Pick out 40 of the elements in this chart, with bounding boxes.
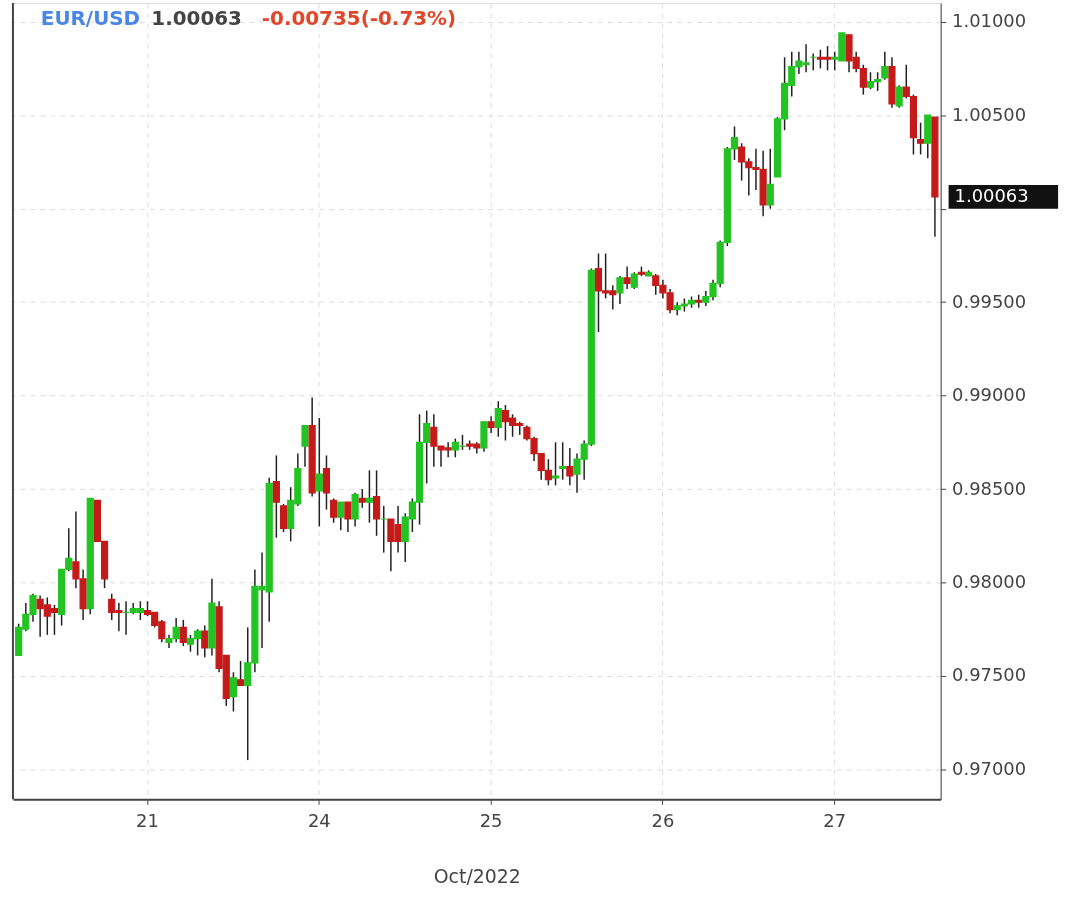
candlestick — [551, 441, 560, 487]
candlestick — [236, 660, 245, 687]
x-tick-label: 25 — [479, 809, 503, 831]
candlestick — [917, 121, 925, 156]
candlestick — [344, 501, 352, 533]
y-tick-label: 1.00500 — [952, 103, 1027, 125]
y-tick-label: 0.99500 — [952, 290, 1027, 312]
candlestick — [616, 275, 624, 305]
x-tick-label: 27 — [823, 809, 847, 831]
candlestick — [895, 84, 903, 109]
candlestick — [372, 469, 381, 537]
x-tick-label: 24 — [307, 809, 331, 831]
candlestick — [279, 503, 288, 533]
candlestick — [365, 469, 374, 524]
candlestick — [330, 497, 338, 524]
candlestick — [358, 488, 366, 509]
x-tick-label: 26 — [651, 809, 675, 831]
candlestick — [301, 424, 309, 468]
candlestick — [337, 501, 345, 531]
ref-line-label: 1.00063 — [954, 184, 1029, 206]
y-tick-label: 0.97500 — [952, 664, 1027, 686]
candlestick — [315, 417, 323, 528]
candlestick — [494, 400, 502, 438]
x-axis-title: Oct/2022 — [433, 865, 521, 888]
candlestick — [881, 50, 889, 81]
candlestick — [559, 441, 567, 481]
candlestick — [179, 619, 187, 647]
y-tick-label: 0.98500 — [952, 477, 1027, 499]
candlestick — [623, 265, 631, 290]
chart-title: EUR/USD 1.00063 -0.00735(-0.73%) — [40, 6, 457, 30]
candlestick — [229, 671, 237, 713]
y-tick-label: 0.99000 — [952, 384, 1027, 406]
candlestick — [766, 148, 774, 210]
y-tick-label: 0.97000 — [952, 757, 1027, 779]
x-tick-label: 21 — [136, 809, 159, 831]
candlestick — [566, 447, 574, 487]
candlestick — [201, 624, 209, 659]
y-tick-label: 0.98000 — [952, 571, 1027, 593]
candlestick — [272, 454, 280, 539]
y-tick-label: 1.01000 — [952, 10, 1027, 32]
